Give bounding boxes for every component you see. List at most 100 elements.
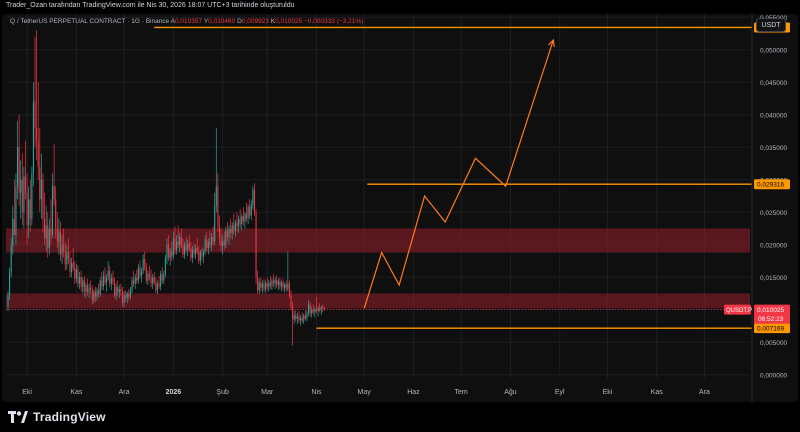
- candle-body: [280, 282, 283, 287]
- candle-body: [99, 280, 101, 295]
- price-chart[interactable]: 0,0000000,0050000,0100000,0150000,020000…: [2, 14, 798, 402]
- candle-body: [126, 293, 128, 299]
- symbol-tag-label: QUSDT.P: [726, 308, 752, 314]
- candle-body: [272, 280, 275, 284]
- currency-button[interactable]: USDT: [756, 18, 786, 32]
- bottom-bar: TradingView: [0, 402, 800, 432]
- candle-body: [322, 307, 324, 308]
- chart-panel[interactable]: 0,0000000,0050000,0100000,0150000,020000…: [2, 14, 798, 402]
- candle-body: [79, 277, 81, 284]
- candle-body: [166, 244, 168, 258]
- candle-body: [199, 252, 201, 261]
- y-tick-label: 0,025000: [760, 210, 787, 217]
- legend-open-label: A: [170, 18, 175, 25]
- candle-body: [198, 251, 200, 261]
- candle-body: [93, 291, 95, 300]
- candle-body: [214, 205, 216, 242]
- candle-body: [311, 309, 313, 314]
- candle-body: [226, 230, 228, 237]
- candle-body: [156, 283, 159, 291]
- candle-body: [201, 252, 203, 257]
- candle-body: [231, 225, 233, 234]
- legend-close-label: K: [270, 18, 276, 25]
- x-tick-label: Kas: [70, 389, 83, 396]
- candle-body: [193, 249, 195, 254]
- logo-text: TradingView: [33, 410, 106, 424]
- candle-body: [128, 293, 130, 297]
- candle-body: [13, 218, 15, 235]
- candle-body: [37, 140, 39, 167]
- header-caption: Trader_Ozan tarafından TradingView.com i…: [6, 2, 295, 9]
- candle-body: [223, 240, 225, 245]
- candle-body: [284, 284, 286, 288]
- candle-body: [56, 228, 58, 242]
- candle-body: [24, 176, 27, 193]
- countdown-label: 08:52:23: [758, 316, 784, 323]
- level-price-tag: [754, 179, 790, 190]
- candle-body: [85, 285, 87, 292]
- candle-body: [253, 189, 255, 213]
- y-tick-label: 0,050000: [760, 47, 787, 54]
- candle-body: [109, 270, 111, 284]
- candle-body: [86, 285, 89, 293]
- tradingview-logo[interactable]: TradingView: [8, 410, 106, 424]
- candle-body: [274, 279, 276, 284]
- candle-body: [172, 238, 174, 257]
- candle-body: [44, 218, 46, 239]
- x-tick-label: Eki: [22, 389, 32, 396]
- candle-body: [265, 283, 267, 289]
- candle-body: [315, 309, 318, 312]
- candle-body: [71, 262, 73, 273]
- candle-body: [39, 166, 41, 200]
- candle-body: [82, 280, 84, 287]
- candle-body: [64, 251, 66, 265]
- current-price-label: 0,010025: [757, 307, 784, 314]
- candle-body: [277, 281, 279, 286]
- candle-body: [139, 267, 141, 276]
- candle-body: [131, 280, 133, 291]
- projection-arrowhead: [548, 38, 555, 48]
- candle-body: [141, 270, 143, 276]
- candle-body: [75, 269, 77, 279]
- candle-body: [101, 280, 103, 287]
- x-tick-label: Nis: [311, 389, 322, 396]
- candle-body: [307, 304, 310, 313]
- candle-body: [319, 307, 321, 311]
- y-tick-label: 0,005000: [760, 340, 787, 347]
- candle-body: [106, 277, 108, 283]
- candle-body: [292, 305, 294, 320]
- candle-body: [107, 270, 109, 278]
- candle-body: [210, 236, 213, 245]
- candle-body: [7, 295, 9, 307]
- candle-body: [168, 244, 170, 258]
- candle-body: [160, 274, 162, 287]
- x-tick-label: Şub: [216, 389, 229, 396]
- candle-body: [314, 309, 316, 313]
- candle-body: [260, 282, 262, 288]
- candle-body: [320, 307, 322, 311]
- candle-body: [36, 127, 38, 141]
- x-tick-label: Ara: [119, 389, 130, 396]
- x-tick-label: Kas: [651, 389, 664, 396]
- legend-close: 0,010025: [275, 18, 303, 25]
- candle-body: [174, 238, 176, 250]
- candle-body: [118, 288, 120, 293]
- candle-body: [29, 199, 31, 219]
- legend-symbol: Q / TetherUS PERPETUAL CONTRACT · 1G · B…: [10, 18, 170, 25]
- candle-body: [45, 225, 47, 239]
- candle-body: [225, 230, 227, 245]
- candle-body: [183, 244, 186, 255]
- candle-body: [279, 281, 281, 287]
- candle-body: [69, 259, 71, 273]
- candle-body: [120, 288, 122, 292]
- candle-body: [10, 246, 12, 273]
- candle-body: [179, 236, 181, 245]
- candle-body: [58, 231, 60, 242]
- y-tick-label: 0,040000: [760, 112, 787, 119]
- candle-body: [247, 207, 249, 219]
- candle-body: [268, 282, 270, 287]
- current-price-tag: [754, 304, 790, 324]
- candle-body: [295, 314, 297, 319]
- y-tick-label: 0,035000: [760, 145, 787, 152]
- candle-body: [238, 218, 240, 227]
